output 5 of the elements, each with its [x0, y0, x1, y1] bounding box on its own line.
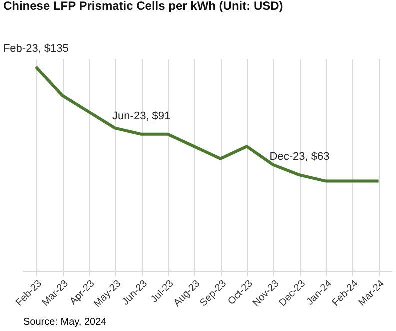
annotation: Dec-23, $63: [270, 151, 330, 164]
source-note: Source: May, 2024: [24, 317, 108, 328]
chart-title: Chinese LFP Prismatic Cells per kWh (Unit: USD): [3, 0, 284, 14]
annotation: Jun-23, $91: [112, 110, 171, 122]
annotation: Feb-23, $135: [3, 43, 69, 56]
